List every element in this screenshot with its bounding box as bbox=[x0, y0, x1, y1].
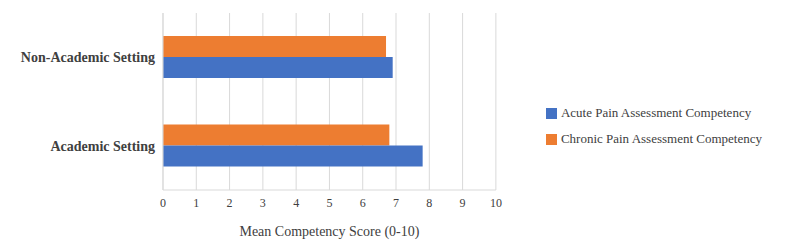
svg-text:6: 6 bbox=[360, 196, 366, 210]
html-text:Chronic Pain Assessment Compet: Chronic Pain Assessment Competency bbox=[560, 130, 762, 146]
svg-text:2: 2 bbox=[227, 196, 233, 210]
svg-text:Academic Setting: Academic Setting bbox=[50, 139, 155, 154]
svg-text:4: 4 bbox=[293, 196, 299, 210]
svg-text:7: 7 bbox=[393, 196, 399, 210]
svg-text:Mean Competency Score (0-10): Mean Competency Score (0-10) bbox=[239, 224, 419, 240]
svg-text:8: 8 bbox=[426, 196, 432, 210]
svg-text:3: 3 bbox=[260, 196, 266, 210]
html-text:Acute Pain Assessment Competen: Acute Pain Assessment Competency bbox=[560, 104, 752, 120]
svg-text:10: 10 bbox=[490, 196, 502, 210]
svg-text:0: 0 bbox=[160, 196, 166, 210]
svg-text:1: 1 bbox=[193, 196, 199, 210]
svg-text:9: 9 bbox=[460, 196, 466, 210]
svg-text:Non-Academic Setting: Non-Academic Setting bbox=[21, 50, 155, 65]
svg-text:5: 5 bbox=[326, 196, 332, 210]
